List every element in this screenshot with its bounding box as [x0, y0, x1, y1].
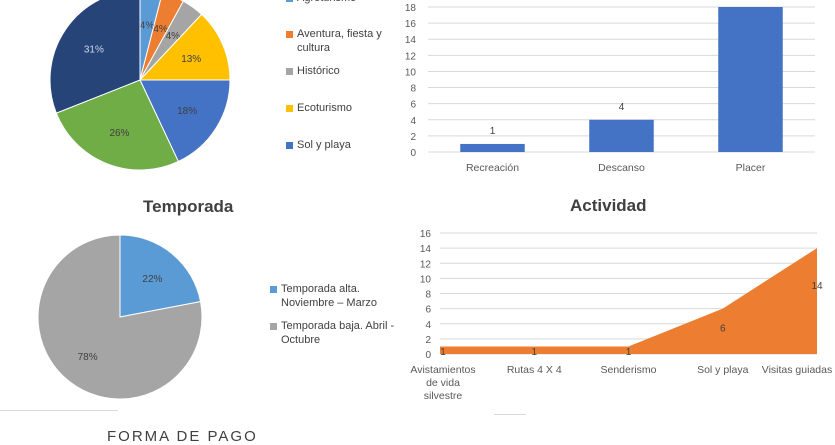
pie-data-label: 4%: [153, 24, 168, 35]
legend-label: Sol y playa: [297, 139, 351, 151]
motive-bar-svg: 0 2 4 6 8 10 12 14 16 18 1 Recreación 4 Descanso Place…: [405, 3, 815, 174]
legend-label: Aventura, fiesta y cultura: [297, 28, 382, 54]
bar-recreación: [460, 143, 525, 152]
area-data-label: 1: [440, 347, 446, 358]
x-tick-label: Descanso: [598, 162, 645, 174]
y-tick-label: 12: [420, 259, 432, 270]
area-data-label: 14: [811, 281, 823, 292]
season-legend: Temporada alta. Noviembre – Marzo Tempora…: [270, 282, 400, 352]
pie-data-label: 18%: [177, 106, 197, 117]
tourism-type-legend: Agroturismo Aventura, fiesta y cultura His…: [286, 0, 396, 160]
y-tick-label: 16: [405, 19, 417, 30]
legend-swatch: [286, 105, 293, 112]
y-tick-label: 0: [410, 148, 416, 159]
y-tick-label: 6: [425, 305, 431, 316]
area-series: [440, 248, 817, 354]
pie-slice-sol-y-playa: [139, 79, 231, 163]
pie-data-label: 13%: [181, 54, 201, 65]
legend-item-agroturismo: Agroturismo: [286, 0, 396, 5]
pie-data-label: 31%: [84, 45, 104, 56]
legend-swatch: [286, 142, 293, 149]
legend-swatch: [286, 68, 293, 75]
y-tick-label: 2: [410, 132, 416, 143]
legend-item-temporada-baja-abril-octubre: Temporada baja. Abril - Octubre: [270, 319, 400, 347]
pie-data-label: 78%: [78, 352, 98, 363]
legend-item-sol-y-playa: Sol y playa: [286, 138, 396, 152]
y-tick-label: 0: [425, 350, 431, 361]
divider-line: [0, 410, 118, 411]
y-tick-label: 8: [410, 84, 416, 95]
bar-descanso: [589, 119, 654, 152]
area-data-label: 1: [531, 347, 537, 358]
legend-item-ecoturismo: Ecoturismo: [286, 101, 396, 115]
x-tick-label: de vida: [426, 377, 460, 389]
x-tick-label: Placer: [736, 162, 766, 174]
legend-item-histórico: Histórico: [286, 64, 396, 78]
area-data-label: 1: [626, 347, 632, 358]
legend-swatch: [286, 0, 293, 2]
y-tick-label: 10: [405, 67, 417, 78]
legend-swatch: [270, 323, 277, 330]
legend-label: Temporada baja. Abril - Octubre: [281, 320, 395, 346]
y-tick-label: 14: [420, 244, 432, 255]
y-tick-label: 14: [405, 35, 417, 46]
forma-de-pago-heading: FORMA DE PAGO: [107, 428, 258, 445]
pie-data-label: 4%: [166, 31, 181, 42]
tourism-type-pie-svg: 4% 4%4%13%18%26%31%: [49, 0, 231, 171]
x-tick-label: silvestre: [424, 390, 463, 402]
pie-slice-slice-5: [55, 79, 179, 171]
tourism-type-pie-chart: 4% 4% 4% 13% 18% 26% 31%: [0, 0, 260, 175]
pie-data-label: 4%: [140, 21, 155, 32]
pie-slice-temporada-alta-noviembre-marzo: [119, 234, 202, 318]
y-tick-label: 4: [410, 116, 416, 127]
season-pie-chart: 22% 78%: [30, 225, 270, 410]
season-pie-svg: 22% 78%: [37, 234, 203, 400]
area-data-label: 6: [720, 323, 726, 334]
x-tick-label: Rutas 4 X 4: [507, 364, 562, 376]
legend-item-aventura-fiesta-y-cultura: Aventura, fiesta y cultura: [286, 27, 396, 55]
y-tick-label: 18: [405, 3, 417, 14]
actividad-chart-title: Actividad: [570, 196, 647, 215]
y-tick-label: 16: [420, 229, 432, 240]
temporada-chart-title: Temporada: [143, 197, 234, 216]
y-tick-label: 4: [425, 320, 431, 331]
y-tick-label: 6: [410, 100, 416, 111]
legend-label: Temporada alta. Noviembre – Marzo: [281, 283, 377, 309]
bar-data-label: 4: [619, 102, 625, 113]
bar-data-label: 1: [490, 126, 496, 137]
y-tick-label: 8: [425, 290, 431, 301]
motive-bar-chart: 0 2 4 6 8 10 12 14 16 18 1 Recreación 4 Descanso Place…: [395, 0, 835, 180]
legend-swatch: [270, 286, 277, 293]
pie-slice-slice-6: [49, 0, 141, 114]
x-tick-label: Senderismo: [600, 364, 656, 376]
bar-placer: [718, 7, 783, 152]
x-tick-label: Avistamientos: [410, 364, 475, 376]
pie-slice-ecoturismo: [138, 13, 231, 81]
x-tick-label: Sol y playa: [697, 364, 749, 376]
pie-data-label: 26%: [109, 128, 129, 139]
activity-area-chart: 0 2 4 6 8 10 12 14 16 1 1 1 6 14 Avistamientos de vida s…: [400, 222, 835, 414]
legend-label: Ecoturismo: [297, 102, 353, 114]
y-tick-label: 12: [405, 51, 417, 62]
y-tick-label: 10: [420, 274, 432, 285]
pie-slice-temporada-baja-abril-octubre: [37, 234, 203, 400]
y-tick-label: 2: [425, 335, 431, 346]
legend-item-temporada-alta-noviembre-marzo: Temporada alta. Noviembre – Marzo: [270, 282, 400, 310]
x-tick-label: Recreación: [466, 162, 519, 174]
pie-data-label: 22%: [142, 274, 162, 285]
x-tick-label: Visitas guiadas: [762, 364, 832, 376]
legend-swatch: [286, 31, 293, 38]
legend-label: Agroturismo: [297, 0, 356, 5]
legend-label: Histórico: [297, 65, 340, 77]
divider-line: [494, 414, 526, 415]
